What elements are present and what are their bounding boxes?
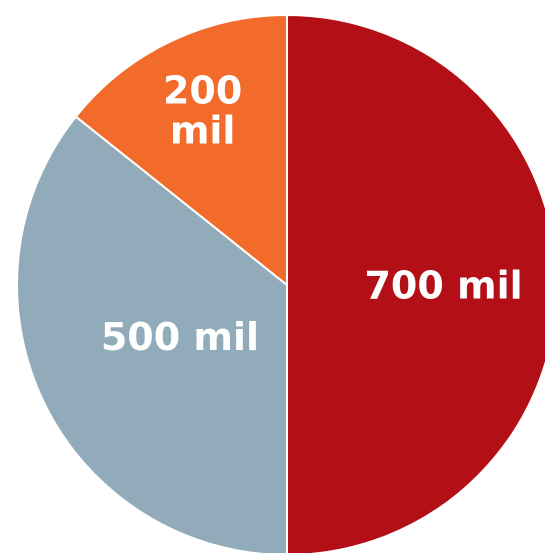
pie-slice-label: 700 mil bbox=[364, 264, 522, 308]
pie-slice-label: 500 mil bbox=[101, 315, 259, 359]
pie-slice-label: 200 mil bbox=[163, 69, 242, 153]
pie-slice bbox=[286, 14, 545, 553]
pie-labels: 700 mil 500 mil 200 mil bbox=[101, 69, 523, 360]
pie-slices bbox=[16, 14, 545, 553]
pie-slice bbox=[74, 14, 288, 286]
pie-slice bbox=[16, 115, 288, 553]
